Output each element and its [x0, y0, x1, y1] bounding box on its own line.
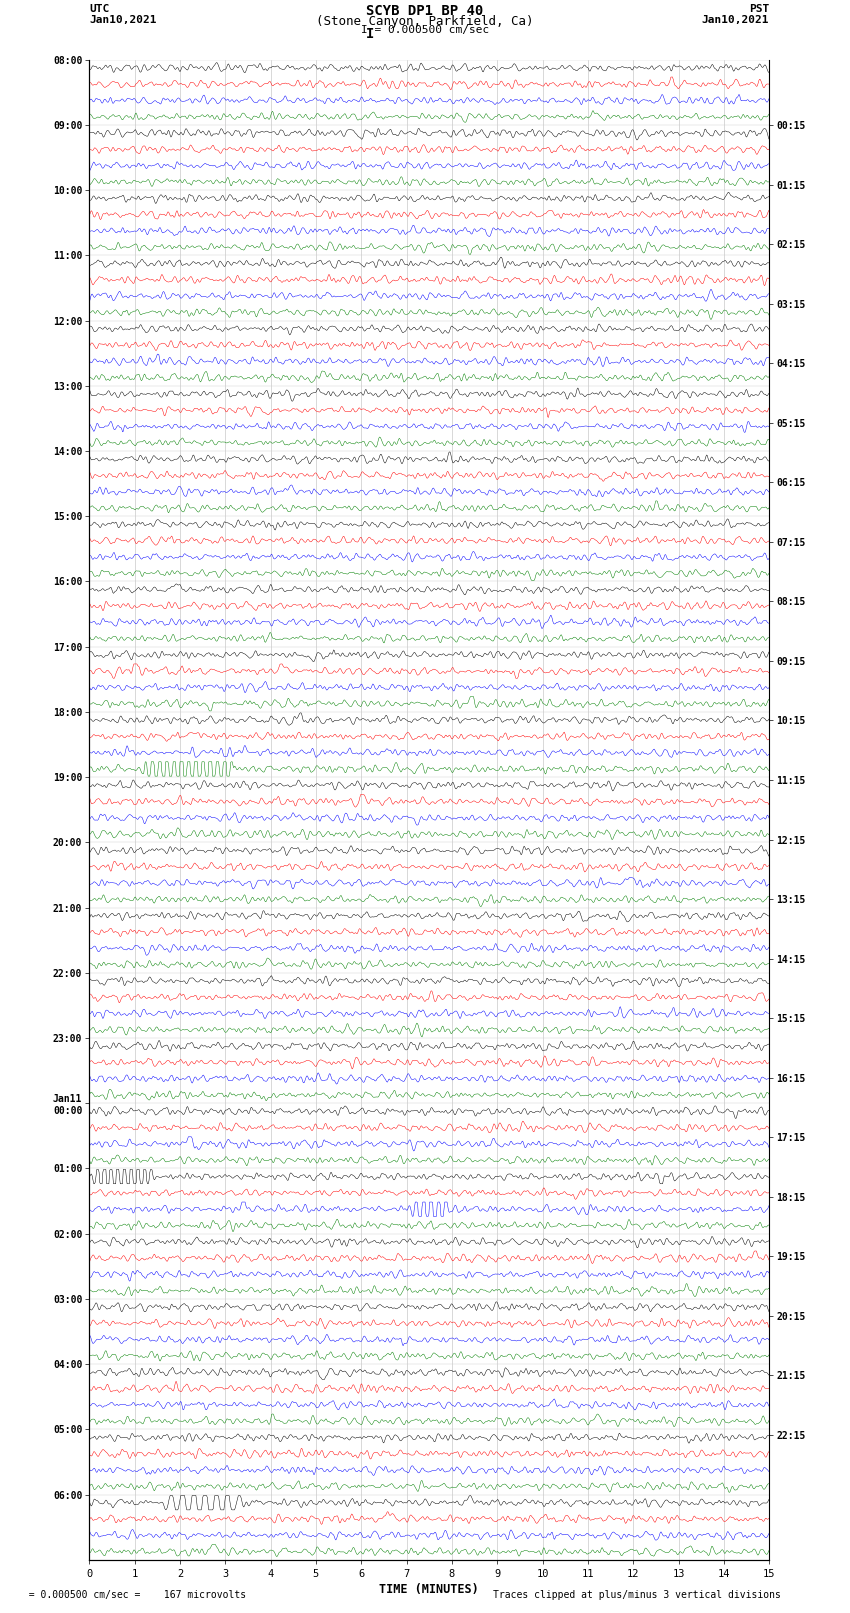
Text: Jan10,2021: Jan10,2021: [89, 15, 156, 24]
Text: Jan10,2021: Jan10,2021: [702, 15, 769, 24]
Text: I = 0.000500 cm/sec: I = 0.000500 cm/sec: [361, 24, 489, 35]
Text: (Stone Canyon, Parkfield, Ca): (Stone Canyon, Parkfield, Ca): [316, 15, 534, 27]
Text: SCYB DP1 BP 40: SCYB DP1 BP 40: [366, 5, 484, 18]
Text: UTC: UTC: [89, 5, 110, 15]
X-axis label: TIME (MINUTES): TIME (MINUTES): [379, 1582, 479, 1595]
Text: PST: PST: [749, 5, 769, 15]
Text: I: I: [366, 26, 374, 40]
Text: = 0.000500 cm/sec =    167 microvolts: = 0.000500 cm/sec = 167 microvolts: [17, 1590, 246, 1600]
Text: Traces clipped at plus/minus 3 vertical divisions: Traces clipped at plus/minus 3 vertical …: [493, 1590, 781, 1600]
